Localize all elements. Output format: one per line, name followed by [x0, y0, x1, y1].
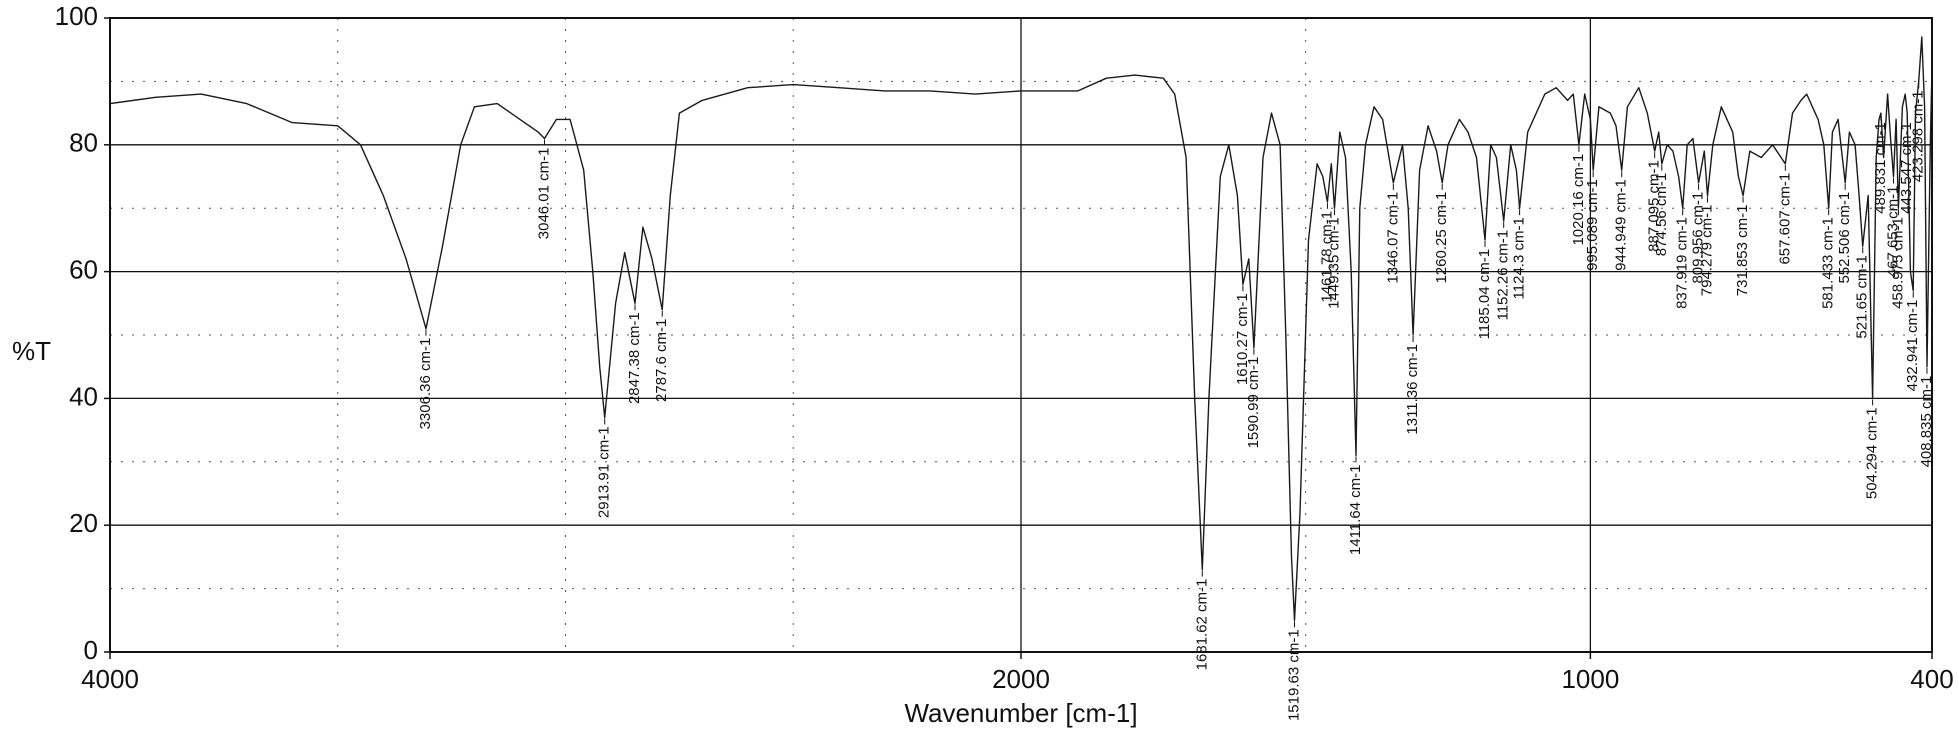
peak-annotation: 521.65 cm-1 — [1854, 247, 1871, 339]
peak-annotation: 3046.01 cm-1 — [535, 139, 552, 239]
peak-label: 467.653 cm-1 — [1884, 186, 1901, 278]
peak-label: 1449.35 cm-1 — [1325, 217, 1342, 309]
peak-label: 1411.64 cm-1 — [1347, 465, 1364, 556]
peak-annotation: 731.853 cm-1 — [1734, 196, 1751, 297]
grid — [110, 18, 1932, 652]
peak-label: 2847.38 cm-1 — [626, 312, 643, 404]
peak-label: 504.294 cm-1 — [1864, 407, 1881, 499]
peak-annotation: 581.433 cm-1 — [1820, 209, 1837, 309]
peak-label: 581.433 cm-1 — [1820, 217, 1837, 309]
x-axis-title: Wavenumber [cm-1] — [904, 698, 1137, 728]
peak-annotation: 467.653 cm-1 — [1884, 177, 1901, 278]
peak-annotation: 1346.07 cm-1 — [1384, 183, 1401, 284]
y-tick-label: 20 — [69, 508, 98, 538]
peak-label: 408.835 cm-1 — [1918, 376, 1935, 468]
peak-annotation: 1260.25 cm-1 — [1433, 183, 1450, 284]
peak-annotation: 504.294 cm-1 — [1864, 399, 1881, 499]
peak-annotation: 1020.16 cm-1 — [1570, 145, 1587, 246]
peak-annotation: 837.919 cm-1 — [1674, 209, 1691, 309]
peak-annotation: 1311.36 cm-1 — [1404, 336, 1421, 435]
y-tick-label: 40 — [69, 381, 98, 411]
spectrum-line — [109, 36, 1933, 621]
peak-label: 944.949 cm-1 — [1613, 179, 1630, 271]
peak-annotation: 2913.91 cm-1 — [596, 418, 613, 518]
peak-annotation: 1411.64 cm-1 — [1347, 456, 1364, 555]
x-tick-label: 400 — [1910, 664, 1953, 694]
peak-annotation: 1610.27 cm-1 — [1234, 285, 1251, 385]
peak-label: 731.853 cm-1 — [1734, 205, 1751, 297]
axis-ticks: 0 20 40 60 80 100 4000 2000 1000 400 — [55, 1, 1954, 694]
peak-label: 443.547 cm-1 — [1898, 122, 1915, 214]
peak-annotation: 657.607 cm-1 — [1776, 164, 1793, 265]
peak-annotation: 1124.3 cm-1 — [1511, 209, 1528, 299]
y-tick-label: 60 — [69, 254, 98, 284]
peak-label: 874.56 cm-1 — [1653, 173, 1670, 256]
peak-annotation: 887.095 cm-1 — [1646, 152, 1663, 252]
peak-label: 552.506 cm-1 — [1836, 192, 1853, 284]
peak-label: 1346.07 cm-1 — [1384, 192, 1401, 284]
y-axis-title: %T — [12, 336, 51, 366]
peak-label: 458.975 cm-1 — [1889, 217, 1906, 309]
peak-annotation: 552.506 cm-1 — [1836, 183, 1853, 284]
peak-annotation: 1590.99 cm-1 — [1245, 348, 1262, 449]
peak-label: 521.65 cm-1 — [1854, 255, 1871, 338]
peak-label: 794.279 cm-1 — [1698, 205, 1715, 297]
peak-label: 2913.91 cm-1 — [596, 426, 613, 518]
y-tick-label: 0 — [84, 635, 98, 665]
x-tick-label: 2000 — [992, 664, 1050, 694]
peak-annotation: 995.089 cm-1 — [1584, 171, 1601, 271]
peak-label: 1185.04 cm-1 — [1476, 249, 1493, 340]
peak-annotation: 2847.38 cm-1 — [626, 304, 643, 404]
peak-annotations: 3306.36 cm-1 3046.01 cm-1 2913.91 cm-1 2847… — [417, 82, 1935, 721]
peak-annotation: 1449.35 cm-1 — [1325, 209, 1342, 309]
peak-label: 3306.36 cm-1 — [417, 338, 434, 430]
peak-label: 1461.78 cm-1 — [1318, 211, 1335, 303]
peak-annotation: 3306.36 cm-1 — [417, 329, 434, 430]
peak-label: 1519.63 cm-1 — [1285, 629, 1302, 721]
peak-annotation: 794.279 cm-1 — [1698, 196, 1715, 297]
peak-label: 2787.6 cm-1 — [653, 319, 670, 402]
y-tick-label: 100 — [55, 1, 98, 31]
peak-annotation: 1681.62 cm-1 — [1193, 570, 1210, 671]
peak-label: 1590.99 cm-1 — [1245, 357, 1262, 449]
peak-label: 1124.3 cm-1 — [1511, 217, 1528, 299]
peak-label: 1311.36 cm-1 — [1404, 344, 1421, 435]
peak-annotation: 809.956 cm-1 — [1690, 183, 1707, 284]
peak-annotation: 432.941 cm-1 — [1904, 291, 1921, 392]
peak-label: 887.095 cm-1 — [1646, 160, 1663, 252]
peak-label: 423.298 cm-1 — [1910, 90, 1927, 182]
peak-annotation: 1461.78 cm-1 — [1318, 202, 1335, 303]
peak-annotation: 1152.26 cm-1 — [1495, 221, 1512, 321]
peak-annotation: 408.835 cm-1 — [1918, 367, 1935, 468]
peak-annotation: 874.56 cm-1 — [1653, 164, 1670, 256]
x-tick-label: 4000 — [81, 664, 139, 694]
peak-label: 1610.27 cm-1 — [1234, 293, 1251, 385]
peak-label: 837.919 cm-1 — [1674, 217, 1691, 309]
peak-label: 3046.01 cm-1 — [535, 148, 552, 240]
peak-annotation: 2787.6 cm-1 — [653, 310, 670, 402]
peak-annotation: 1185.04 cm-1 — [1476, 240, 1493, 340]
peak-annotation: 458.975 cm-1 — [1889, 209, 1906, 309]
peak-label: 1681.62 cm-1 — [1193, 579, 1210, 671]
peak-label: 809.956 cm-1 — [1690, 192, 1707, 284]
peak-label: 1152.26 cm-1 — [1495, 230, 1512, 321]
peak-label: 995.089 cm-1 — [1584, 179, 1601, 271]
peak-annotation: 944.949 cm-1 — [1613, 171, 1630, 271]
x-tick-label: 1000 — [1561, 664, 1619, 694]
peak-label: 657.607 cm-1 — [1776, 173, 1793, 265]
peak-label: 1020.16 cm-1 — [1570, 154, 1587, 246]
peak-label: 1260.25 cm-1 — [1433, 192, 1450, 284]
peak-annotation: 1519.63 cm-1 — [1285, 621, 1302, 721]
y-tick-label: 80 — [69, 128, 98, 158]
peak-label: 432.941 cm-1 — [1904, 300, 1921, 392]
